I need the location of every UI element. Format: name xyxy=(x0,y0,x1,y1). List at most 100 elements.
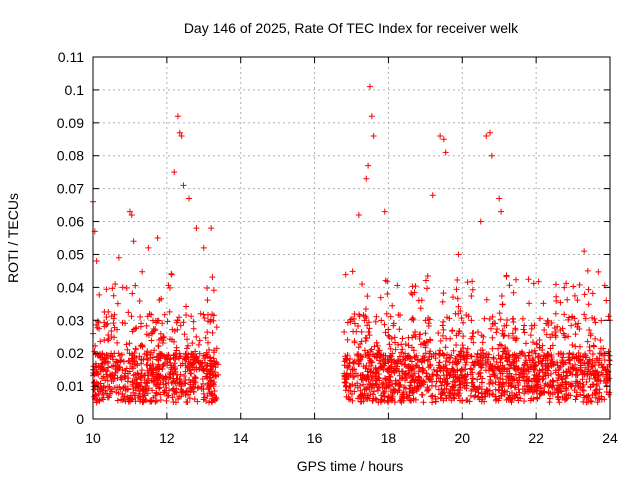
data-point xyxy=(577,359,584,366)
data-point xyxy=(116,352,123,359)
data-point xyxy=(455,303,462,310)
data-point xyxy=(468,292,475,299)
y-tick-label: 0.02 xyxy=(57,345,84,361)
data-point xyxy=(559,357,566,364)
data-point xyxy=(96,291,103,298)
data-point xyxy=(366,332,373,339)
data-point xyxy=(429,192,436,199)
data-point xyxy=(442,344,449,351)
data-point xyxy=(513,391,520,398)
data-point xyxy=(542,380,549,387)
data-point xyxy=(597,337,604,344)
data-point xyxy=(190,318,197,325)
data-point xyxy=(198,360,205,367)
data-point xyxy=(208,225,215,232)
data-point xyxy=(189,340,196,347)
data-point xyxy=(555,396,562,403)
data-point xyxy=(476,369,483,376)
data-point xyxy=(503,379,510,386)
data-point xyxy=(385,394,392,401)
data-point xyxy=(498,208,505,215)
data-point xyxy=(447,386,454,393)
data-point xyxy=(114,300,121,307)
data-point xyxy=(478,386,485,393)
data-point xyxy=(366,380,373,387)
data-point xyxy=(443,381,450,388)
data-point xyxy=(552,281,559,288)
data-point xyxy=(442,392,449,399)
data-point xyxy=(473,353,480,360)
data-point xyxy=(474,376,481,383)
data-point xyxy=(468,352,475,359)
data-point xyxy=(456,328,463,335)
data-point xyxy=(181,331,188,338)
data-point xyxy=(399,335,406,342)
data-point xyxy=(205,386,212,393)
data-point xyxy=(408,358,415,365)
data-point xyxy=(137,323,144,330)
data-point xyxy=(592,335,599,342)
data-point xyxy=(509,315,516,322)
data-point xyxy=(391,339,398,346)
data-point xyxy=(125,309,132,316)
data-point xyxy=(203,398,210,405)
data-point xyxy=(364,368,371,375)
data-point xyxy=(93,321,100,328)
data-point xyxy=(529,339,536,346)
data-point xyxy=(159,365,166,372)
data-point xyxy=(510,364,517,371)
data-point xyxy=(419,391,426,398)
data-point xyxy=(181,380,188,387)
data-point xyxy=(214,361,221,368)
data-point xyxy=(572,396,579,403)
data-point xyxy=(590,381,597,388)
data-point xyxy=(554,386,561,393)
data-point xyxy=(422,277,429,284)
data-point xyxy=(210,287,217,294)
data-point xyxy=(104,320,111,327)
data-point xyxy=(143,379,150,386)
data-point xyxy=(554,359,561,366)
data-point xyxy=(109,363,116,370)
data-point xyxy=(552,310,559,317)
data-point xyxy=(396,383,403,390)
data-point xyxy=(448,383,455,390)
data-point xyxy=(163,384,170,391)
data-point xyxy=(381,208,388,215)
data-point xyxy=(154,235,161,241)
data-point xyxy=(588,398,595,405)
data-point xyxy=(165,380,172,387)
data-point xyxy=(373,313,380,320)
data-point xyxy=(439,298,446,305)
data-point xyxy=(422,344,429,351)
data-point xyxy=(432,383,439,390)
data-point xyxy=(199,376,206,383)
data-point xyxy=(152,326,159,333)
data-point xyxy=(142,396,149,403)
data-point xyxy=(111,350,118,357)
data-point xyxy=(129,328,136,335)
data-point xyxy=(418,359,425,366)
data-point xyxy=(370,395,377,402)
data-point xyxy=(449,327,456,334)
data-point xyxy=(190,384,197,391)
data-point xyxy=(523,378,530,385)
data-point xyxy=(505,332,512,339)
data-point xyxy=(398,349,405,356)
data-point xyxy=(587,383,594,390)
data-point xyxy=(359,391,366,398)
data-point xyxy=(185,351,192,358)
data-point xyxy=(526,384,533,391)
data-point xyxy=(152,382,159,389)
data-point xyxy=(128,211,135,218)
data-point xyxy=(352,382,359,389)
data-point xyxy=(586,343,593,350)
data-point xyxy=(579,369,586,376)
data-point xyxy=(412,396,419,403)
data-point xyxy=(348,315,355,322)
data-point xyxy=(182,376,189,383)
data-point xyxy=(408,316,415,323)
data-point xyxy=(543,331,550,338)
data-point xyxy=(495,352,502,359)
data-point xyxy=(580,398,587,405)
